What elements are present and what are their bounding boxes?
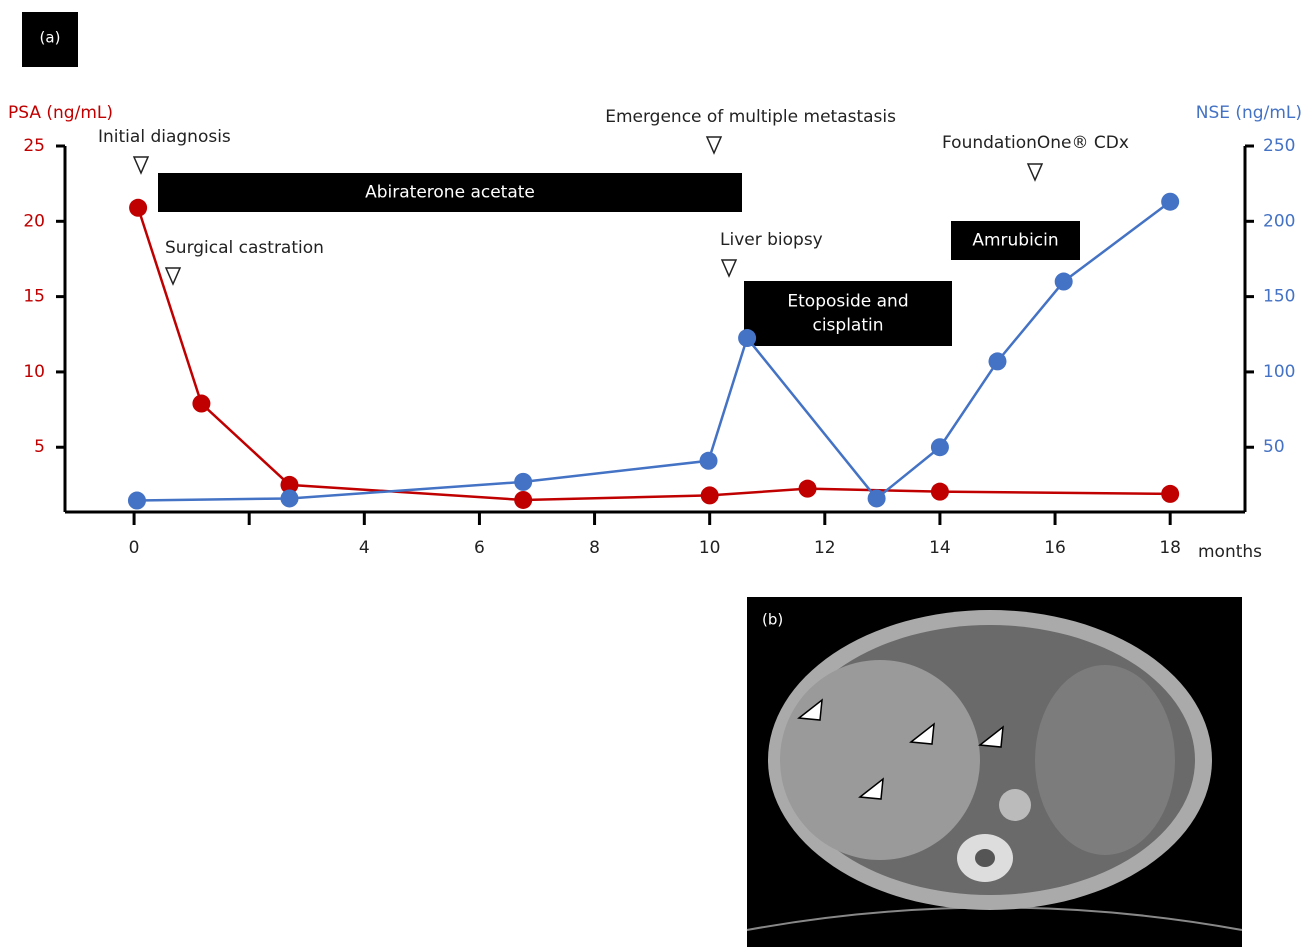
- data-point: [799, 480, 817, 498]
- annotation-arrow: [166, 268, 180, 284]
- annotation: Emergence of multiple metastasis: [605, 107, 896, 127]
- annotation-arrow: [707, 137, 721, 153]
- annotation: Initial diagnosis: [98, 127, 231, 147]
- y-tick-label: 25: [23, 136, 45, 156]
- x-tick-label: 18: [1159, 538, 1181, 558]
- ct-canal: [975, 849, 995, 867]
- y2-tick-label: 100: [1263, 362, 1295, 382]
- data-point: [988, 352, 1006, 370]
- data-point: [1055, 273, 1073, 291]
- ct-image: (b): [747, 597, 1242, 947]
- annotation: Liver biopsy: [720, 230, 823, 250]
- annotation: Surgical castration: [165, 238, 324, 258]
- y-tick-label: 5: [34, 437, 45, 457]
- x-tick-label: 8: [589, 538, 600, 558]
- y-tick-label: 15: [23, 287, 45, 307]
- data-point: [128, 492, 146, 510]
- data-point: [700, 452, 718, 470]
- annotation-arrow: [1028, 164, 1042, 180]
- ct-aorta: [999, 789, 1031, 821]
- annotation-arrow: [722, 260, 736, 276]
- treatment-label: Amrubicin: [972, 231, 1058, 251]
- data-point: [1161, 485, 1179, 503]
- data-point: [514, 473, 532, 491]
- data-point: [280, 489, 298, 507]
- panel-label: (a): [40, 29, 61, 47]
- data-point: [738, 329, 756, 347]
- x-tick-label: 14: [929, 538, 951, 558]
- ct-liver: [780, 660, 980, 860]
- y2-tick-label: 250: [1263, 136, 1295, 156]
- data-point: [192, 395, 210, 413]
- x-tick-label: 16: [1044, 538, 1066, 558]
- y2-tick-label: 50: [1263, 437, 1285, 457]
- data-point: [514, 491, 532, 509]
- data-point: [1161, 193, 1179, 211]
- x-tick-label: 0: [129, 538, 140, 558]
- annotation-arrow: [134, 157, 148, 173]
- figure: (a) PSA (ng/mL) NSE (ng/mL) months (b) 5…: [0, 0, 1310, 947]
- annotation: FoundationOne® CDx: [942, 133, 1129, 153]
- data-point: [931, 483, 949, 501]
- y-tick-label: 20: [23, 211, 45, 231]
- ct-stomach: [1035, 665, 1175, 855]
- x-tick-label: 4: [359, 538, 370, 558]
- y2-tick-label: 200: [1263, 211, 1295, 231]
- data-point: [129, 199, 147, 217]
- y2-axis-label: NSE (ng/mL): [1196, 103, 1302, 123]
- data-point: [868, 489, 886, 507]
- y2-tick-label: 150: [1263, 287, 1295, 307]
- panel-label: (b): [762, 611, 783, 629]
- x-tick-label: 12: [814, 538, 836, 558]
- y-tick-label: 10: [23, 362, 45, 382]
- data-point: [931, 438, 949, 456]
- x-axis-label: months: [1198, 542, 1262, 562]
- page: (a) PSA (ng/mL) NSE (ng/mL) months (b) 5…: [0, 0, 1310, 951]
- treatment-label: Abiraterone acetate: [365, 183, 535, 203]
- data-point: [701, 486, 719, 504]
- x-tick-label: 10: [699, 538, 721, 558]
- y-axis-label: PSA (ng/mL): [8, 103, 113, 123]
- x-tick-label: 6: [474, 538, 485, 558]
